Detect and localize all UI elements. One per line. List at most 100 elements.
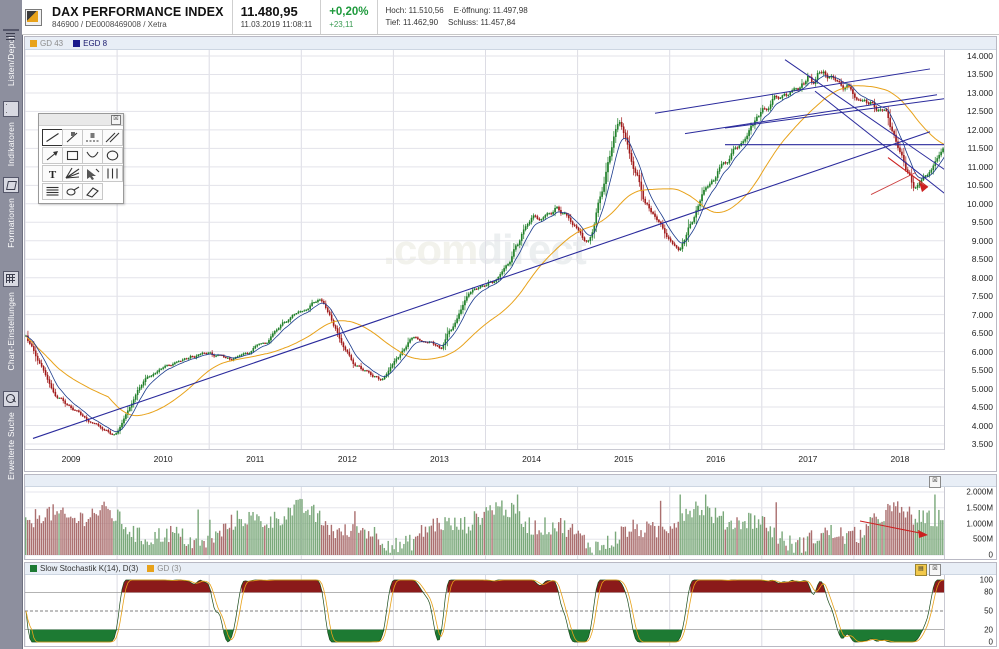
stat-hoch-label: Hoch: (385, 6, 407, 15)
y-axis-tick: 5.000 (971, 383, 993, 394)
y-axis-tick: 5.500 (971, 365, 993, 376)
stochastic-y-axis-tick: 50 (984, 606, 993, 616)
sidebar-item-label: Erweiterte Suche (6, 412, 16, 480)
sidebar-item-listen-depot[interactable]: Listen/Depot (0, 28, 22, 88)
ellipse-icon[interactable] (102, 147, 123, 164)
x-axis-tick: 2017 (798, 454, 818, 464)
sidebar-item-chart-einstellungen[interactable]: Chart-Einstellungen (0, 250, 22, 372)
sidebar-item-indikatoren[interactable]: Indikatoren (0, 88, 22, 168)
x-axis-tick: 2009 (61, 454, 81, 464)
parallel-lines-icon[interactable] (102, 129, 123, 146)
volume-panel-controls: ☒ (929, 476, 941, 488)
chart-settings-icon (3, 270, 19, 287)
stochastic-panel-controls: ▤ ☒ (915, 564, 941, 576)
main-chart-panel[interactable]: GD 43 EGD 8 .comdirect 14.000 13.500 13.00… (24, 36, 997, 472)
stat-schluss-value: 11.457,84 (480, 18, 516, 27)
legend-swatch-gd43 (30, 39, 37, 47)
trendline-icon[interactable] (42, 129, 63, 146)
x-axis-tick: 2015 (614, 454, 634, 464)
change-percent: +0,20% (329, 5, 369, 18)
volume-y-axis: 2.000M 1.500M 1.000M 500M 0 (944, 487, 996, 560)
app-logo[interactable] (22, 0, 44, 34)
y-axis-tick: 8.500 (971, 254, 993, 265)
volume-y-axis-tick: 500M (972, 534, 993, 544)
drawing-tool-palette[interactable]: ☒ T (38, 113, 124, 204)
sidebar-item-label: Formationen (6, 198, 16, 248)
fibonacci-retracement-icon[interactable] (102, 165, 123, 182)
sidebar-item-formationen[interactable]: Formationen (0, 168, 22, 250)
legend-swatch-stochastik (30, 565, 37, 572)
legend-item-stochastik[interactable]: Slow Stochastik K(14), D(3) (30, 564, 138, 573)
price-cell: 11.480,95 11.03.2019 11:08:11 (233, 0, 322, 34)
eraser-icon[interactable] (82, 183, 103, 200)
legend-item-gd43[interactable]: GD 43 (30, 39, 63, 48)
y-axis-tick: 10.000 (967, 198, 993, 209)
legend-label-gd3: GD (3) (157, 564, 182, 573)
arrow-icon[interactable] (42, 147, 63, 164)
stat-eroeffnung-value: 11.497,98 (492, 6, 528, 15)
stochastic-plot-area[interactable] (25, 575, 944, 646)
x-axis-tick: 2018 (890, 454, 910, 464)
comdirect-logo-icon (24, 8, 42, 26)
maximize-icon[interactable]: ☒ (929, 476, 941, 488)
stochastic-y-axis-tick: 80 (984, 587, 993, 597)
stat-hoch: Hoch: 11.510,56 (386, 5, 444, 17)
stochastic-panel[interactable]: Slow Stochastik K(14), D(3) GD (3) ▤ ☒ 1… (24, 562, 997, 647)
legend-item-egd8[interactable]: EGD 8 (73, 39, 107, 48)
cursor-icon[interactable] (82, 165, 103, 182)
legend-swatch-gd3 (147, 565, 155, 572)
y-axis-tick: 9.000 (971, 235, 993, 246)
text-icon[interactable]: T (42, 165, 63, 182)
y-axis-tick: 11.000 (967, 161, 993, 172)
stat-tief-label: Tief: (385, 18, 401, 27)
left-sidebar: Listen/Depot Indikatoren Formationen Chart-… (0, 0, 23, 649)
stat-eroeffnung: E·öffnung: 11.497,98 (454, 5, 528, 17)
sidebar-item-label: Indikatoren (6, 121, 16, 166)
sidebar-item-label: Listen/Depot (6, 35, 16, 86)
y-axis-tick: 4.500 (971, 402, 993, 413)
stochastic-series-svg (25, 575, 944, 646)
ray-line-icon[interactable] (62, 129, 83, 146)
change-cell: +0,20% +23,11 (321, 0, 378, 34)
x-axis-tick: 2012 (337, 454, 357, 464)
instrument-identifiers: 846900 / DE0008469008 / Xetra (52, 19, 167, 29)
volume-plot-area[interactable] (25, 487, 944, 559)
sidebar-item-label: Chart-Einstellungen (6, 291, 16, 370)
legend-item-gd3[interactable]: GD (3) (147, 564, 181, 573)
settings-icon[interactable]: ▤ (915, 564, 927, 576)
time-x-axis: 2009 2010 2011 2012 2013 2014 2015 2016 2017 2018 (25, 449, 944, 471)
x-axis-tick: 2010 (153, 454, 173, 464)
y-axis-tick: 3.500 (971, 439, 993, 449)
y-axis-tick: 12.000 (967, 124, 993, 135)
ohlc-stats-cell: Hoch: 11.510,56 E·öffnung: 11.497,98 Tie… (378, 0, 536, 34)
fibonacci-timezone-icon[interactable] (42, 183, 63, 200)
legend-swatch-egd8 (73, 39, 81, 47)
stochastic-panel-header: Slow Stochastik K(14), D(3) GD (3) ▤ ☒ (25, 563, 996, 576)
legend-label-stochastik: Slow Stochastik K(14), D(3) (40, 564, 139, 573)
x-axis-tick: 2014 (522, 454, 542, 464)
fibonacci-fan-icon[interactable] (62, 165, 83, 182)
y-axis-tick: 8.000 (971, 272, 993, 283)
rectangle-icon[interactable] (62, 147, 83, 164)
stat-eroeffnung-label: E·öffnung: (453, 6, 491, 15)
stat-schluss: Schluss: 11.457,84 (448, 17, 515, 29)
volume-panel[interactable]: ☒ 2.000M 1.500M 1.000M 500M 0 (24, 474, 997, 560)
horizontal-line-icon[interactable] (82, 129, 103, 146)
last-price: 11.480,95 (240, 4, 298, 19)
volume-y-axis-tick: 1.000M (966, 519, 993, 528)
x-axis-tick: 2013 (429, 454, 449, 464)
y-axis-tick: 6.000 (971, 346, 993, 357)
main-chart-plot-area[interactable]: .comdirect (25, 50, 944, 450)
maximize-icon[interactable]: ☒ (929, 564, 941, 576)
change-absolute: +23,11 (329, 19, 354, 29)
quote-timestamp: 11.03.2019 11:08:11 (240, 20, 313, 29)
sidebar-item-erweiterte-suche[interactable]: Erweiterte Suche (0, 372, 22, 482)
x-axis-tick: 2016 (706, 454, 726, 464)
arc-icon[interactable] (82, 147, 103, 164)
volume-y-axis-tick: 2.000M (966, 487, 993, 497)
instrument-name-cell[interactable]: DAX PERFORMANCE INDEX 846900 / DE0008469… (44, 0, 233, 34)
close-icon[interactable]: ☒ (111, 114, 121, 125)
edit-object-icon[interactable] (62, 183, 83, 200)
stochastic-y-axis-tick: 20 (984, 625, 993, 635)
y-axis-tick: 12.500 (967, 106, 993, 117)
